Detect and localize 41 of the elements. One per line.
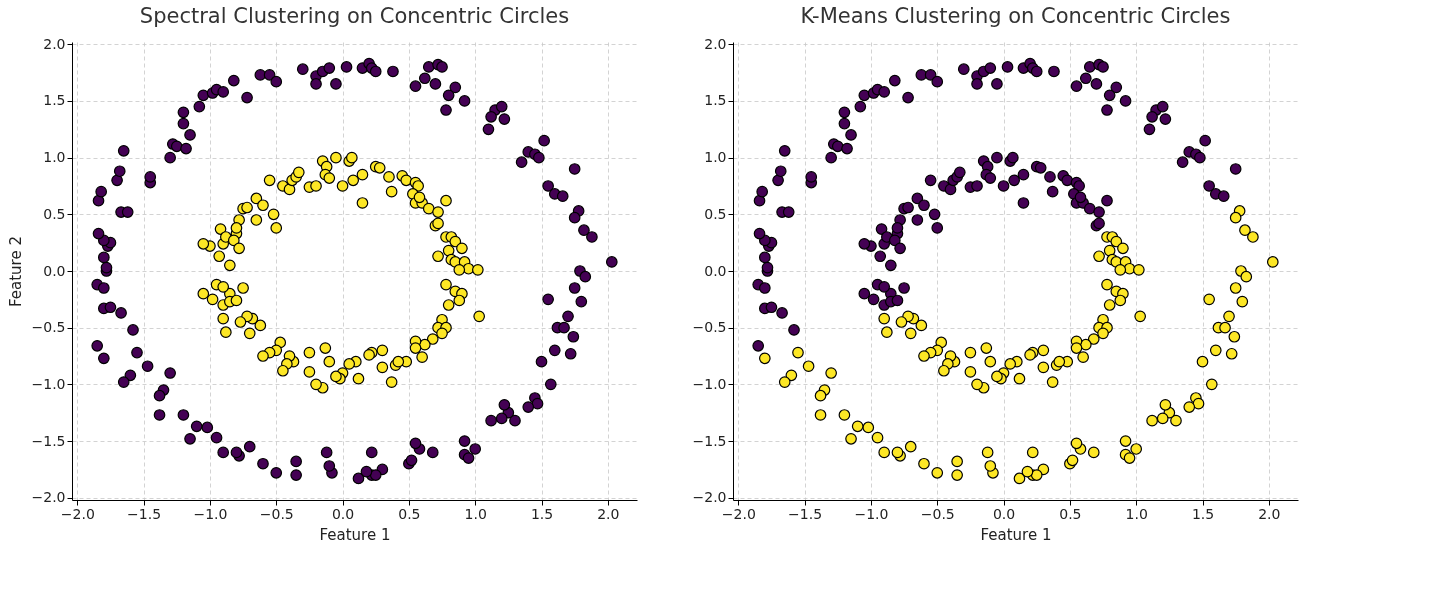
y-tick-label: −1.0 (692, 375, 727, 392)
x-tick-label: 1.5 (1191, 505, 1215, 522)
x-tick-label: 1.0 (464, 505, 487, 522)
y-tick-label: −1.5 (692, 432, 727, 449)
y-tick-label: −1.5 (31, 432, 66, 449)
x-tick-label: 0.5 (398, 505, 421, 522)
y-tick-label: 1.0 (43, 149, 66, 166)
y-tick-label: −2.0 (692, 489, 727, 506)
y-tick-label: −1.0 (31, 375, 66, 392)
x-tick-label: 0.0 (992, 505, 1016, 522)
x-tick-label: 1.5 (530, 505, 554, 522)
x-tick-label: −1.0 (854, 505, 889, 522)
x-axis-title: Feature 1 (319, 525, 391, 544)
y-tick-label: 2.0 (704, 35, 727, 52)
x-tick-label: 0.5 (1059, 505, 1082, 522)
y-tick-label: −0.5 (692, 319, 727, 336)
y-tick-label: 1.5 (704, 92, 727, 109)
y-tick-label: 2.0 (43, 35, 66, 52)
x-tick-label: −0.5 (920, 505, 955, 522)
x-tick-label: 0.0 (331, 505, 355, 522)
chart-title: Spectral Clustering on Concentric Circles (139, 4, 570, 29)
y-tick-label: 1.5 (43, 92, 66, 109)
chart-title: K-Means Clustering on Concentric Circles (800, 4, 1231, 29)
x-axis-title: Feature 1 (980, 525, 1052, 544)
y-tick-label: 0.5 (43, 205, 66, 222)
y-tick-label: 0.0 (704, 262, 727, 279)
y-tick-label: 1.0 (704, 149, 727, 166)
y-tick-label: −2.0 (31, 489, 66, 506)
x-tick-label: −1.5 (788, 505, 823, 522)
y-tick-label: 0.0 (43, 262, 66, 279)
x-tick-label: 2.0 (597, 505, 620, 522)
x-tick-label: −1.5 (127, 505, 162, 522)
x-tick-label: 2.0 (1258, 505, 1281, 522)
x-tick-label: 1.0 (1125, 505, 1148, 522)
x-tick-label: −1.0 (193, 505, 228, 522)
x-tick-label: −2.0 (60, 505, 95, 522)
x-tick-label: −0.5 (259, 505, 294, 522)
y-tick-label: −0.5 (31, 319, 66, 336)
y-axis-title: Feature 2 (6, 236, 25, 307)
y-tick-label: 0.5 (704, 205, 727, 222)
x-tick-label: −2.0 (721, 505, 756, 522)
